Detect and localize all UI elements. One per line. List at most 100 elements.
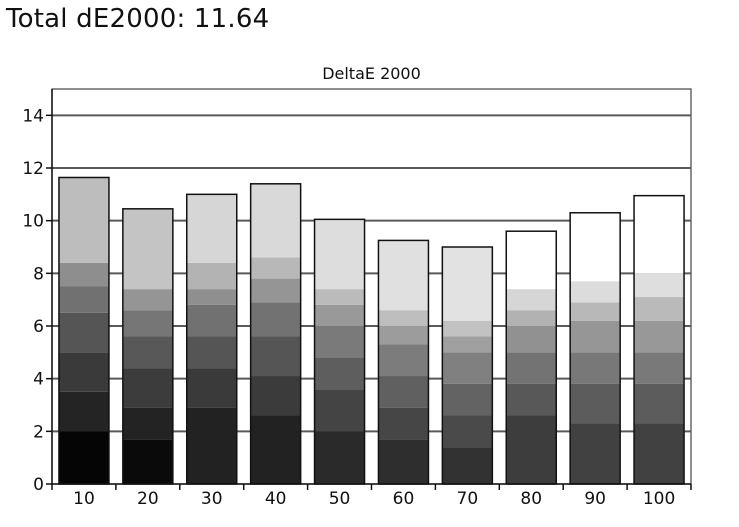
y-tick-label-2: 2 xyxy=(33,422,44,442)
bar-70-band-6 xyxy=(442,247,493,321)
bar-10-band-4 xyxy=(58,286,109,313)
bar-70-band-5 xyxy=(442,320,493,337)
x-tick-label-10: 10 xyxy=(73,489,95,509)
bar-70-band-2 xyxy=(442,383,493,416)
bar-20-band-1 xyxy=(122,407,173,440)
bar-40-band-0 xyxy=(250,415,301,484)
bar-20-band-5 xyxy=(122,289,173,311)
bar-60-band-0 xyxy=(378,439,429,484)
x-tick-label-80: 80 xyxy=(520,489,542,509)
bar-90-band-0 xyxy=(570,423,621,484)
x-tick-label-40: 40 xyxy=(265,489,287,509)
bar-100-band-1 xyxy=(634,383,685,424)
bar-50-band-5 xyxy=(314,289,365,305)
bar-40-band-6 xyxy=(250,183,301,258)
bar-10-band-1 xyxy=(58,391,109,432)
bar-80-band-6 xyxy=(506,231,557,290)
bar-100-band-5 xyxy=(634,273,685,298)
bar-40-band-3 xyxy=(250,302,301,337)
bar-20-band-3 xyxy=(122,336,173,369)
bar-40-band-4 xyxy=(250,278,301,303)
bar-70 xyxy=(441,246,494,485)
bar-10-band-6 xyxy=(58,177,109,263)
bar-40-band-1 xyxy=(250,376,301,416)
bar-90-band-3 xyxy=(570,320,621,353)
bar-90-band-6 xyxy=(570,212,621,282)
bar-100-band-3 xyxy=(634,320,685,353)
bar-30-band-0 xyxy=(186,407,237,484)
bars xyxy=(58,176,685,485)
bar-40 xyxy=(249,183,302,485)
x-tick-label-60: 60 xyxy=(393,489,415,509)
bar-90 xyxy=(569,212,621,485)
bar-20-band-4 xyxy=(122,310,173,337)
bar-100-band-0 xyxy=(634,423,685,484)
x-tick-label-100: 100 xyxy=(643,489,675,509)
bar-20-band-2 xyxy=(122,368,173,408)
bar-60-band-4 xyxy=(378,326,429,345)
y-tick-label-8: 8 xyxy=(33,264,44,284)
bar-50 xyxy=(313,218,366,485)
bar-10-band-5 xyxy=(58,262,109,287)
bar-60 xyxy=(377,239,430,485)
bar-10-band-0 xyxy=(58,431,109,484)
bar-10 xyxy=(58,176,110,485)
bar-100-band-4 xyxy=(634,297,685,321)
bar-80-band-3 xyxy=(506,326,557,353)
bar-30-band-4 xyxy=(186,289,237,305)
bar-20 xyxy=(122,208,174,485)
bar-70-band-4 xyxy=(442,336,493,353)
x-tick-label-50: 50 xyxy=(329,489,351,509)
bar-60-band-6 xyxy=(378,240,429,311)
bar-30-band-2 xyxy=(186,336,237,369)
tick-labels: 0 2 4 6 8 10 12 14 10 20 30 40 50 60 70 80 90 100 xyxy=(22,106,675,509)
bar-30-band-5 xyxy=(186,262,237,290)
bar-80-band-2 xyxy=(506,352,557,384)
bar-60-band-2 xyxy=(378,376,429,408)
bar-70-band-3 xyxy=(442,352,493,384)
bar-10-band-3 xyxy=(58,312,109,353)
y-tick-label-6: 6 xyxy=(33,317,44,337)
x-tick-label-30: 30 xyxy=(201,489,223,509)
x-tick-label-90: 90 xyxy=(584,489,606,509)
x-tick-label-70: 70 xyxy=(457,489,479,509)
bar-50-band-2 xyxy=(314,357,365,390)
bar-30-band-1 xyxy=(186,368,237,408)
axes xyxy=(46,89,692,490)
bar-30-band-6 xyxy=(186,194,237,263)
bar-100-band-6 xyxy=(634,195,685,274)
bar-60-band-5 xyxy=(378,310,429,326)
bar-50-band-0 xyxy=(314,431,365,484)
bar-70-band-0 xyxy=(442,447,493,484)
bar-80-band-4 xyxy=(506,310,557,326)
bar-40-band-2 xyxy=(250,336,301,377)
bar-100 xyxy=(633,194,685,485)
bar-80-band-0 xyxy=(506,415,557,484)
bar-90-band-2 xyxy=(570,352,621,384)
chart-title: DeltaE 2000 xyxy=(322,64,421,83)
bar-80 xyxy=(505,230,557,485)
bar-60-band-1 xyxy=(378,407,429,440)
bar-80-band-5 xyxy=(506,289,557,311)
bar-60-band-3 xyxy=(378,344,429,377)
bar-10-band-2 xyxy=(58,352,109,392)
bar-50-band-3 xyxy=(314,326,365,358)
bar-100-band-2 xyxy=(634,352,685,384)
bar-50-band-1 xyxy=(314,389,365,432)
bar-80-band-1 xyxy=(506,383,557,416)
y-tick-label-4: 4 xyxy=(33,370,44,390)
bar-50-band-6 xyxy=(314,219,365,290)
y-tick-label-0: 0 xyxy=(33,475,44,495)
x-tick-label-20: 20 xyxy=(137,489,159,509)
y-tick-label-10: 10 xyxy=(22,212,44,232)
bar-90-band-4 xyxy=(570,302,621,321)
bar-90-band-1 xyxy=(570,383,621,424)
bar-40-band-5 xyxy=(250,257,301,279)
bar-20-band-6 xyxy=(122,208,173,290)
bar-20-band-0 xyxy=(122,439,173,484)
y-tick-label-12: 12 xyxy=(22,159,44,179)
bar-30-band-3 xyxy=(186,304,237,337)
bar-90-band-5 xyxy=(570,281,621,303)
y-tick-label-14: 14 xyxy=(22,106,44,126)
